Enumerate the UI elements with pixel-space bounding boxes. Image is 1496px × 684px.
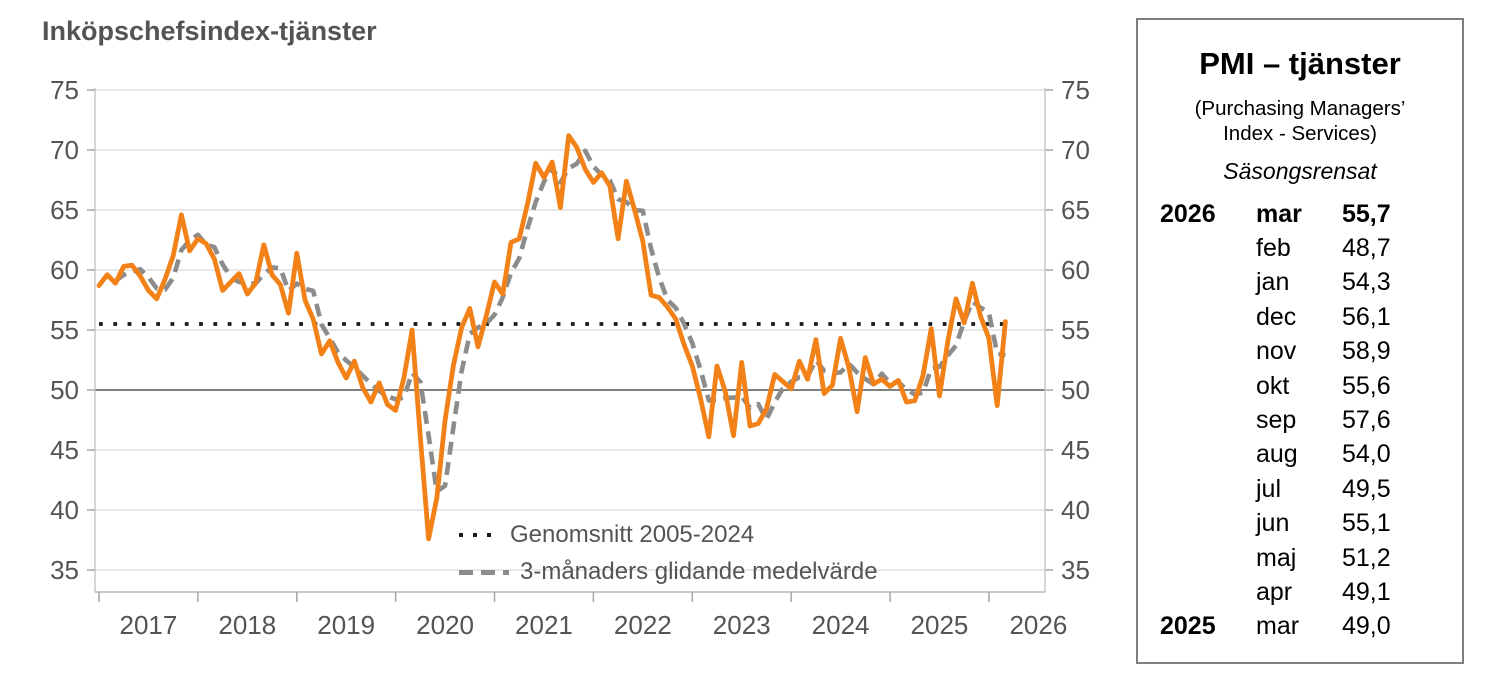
y-axis-tick-label-left: 55 xyxy=(50,315,79,345)
dotted-line-swatch-icon xyxy=(459,533,499,537)
y-axis-tick-label-right: 45 xyxy=(1061,435,1090,465)
cell-month: feb xyxy=(1256,234,1291,263)
cell-value: 54,3 xyxy=(1342,268,1391,297)
cell-value: 58,9 xyxy=(1342,337,1391,366)
panel-title: PMI – tjänster xyxy=(1199,46,1401,81)
y-axis-tick-label-left: 70 xyxy=(50,135,79,165)
y-axis-tick-label-left: 75 xyxy=(50,75,79,105)
cell-month: mar xyxy=(1256,612,1300,641)
panel-subtitle-line1: (Purchasing Managers’ xyxy=(1194,97,1406,120)
x-axis-year-label: 2026 xyxy=(1009,610,1067,640)
x-axis-year-label: 2021 xyxy=(515,610,573,640)
cell-value: 51,2 xyxy=(1342,543,1391,572)
y-axis-tick-label-left: 45 xyxy=(50,435,79,465)
cell-month: mar xyxy=(1256,199,1302,228)
cell-month: nov xyxy=(1256,337,1297,366)
legend-item-moving-average: 3-månaders glidande medelvärde xyxy=(459,558,878,586)
cell-month: jul xyxy=(1256,474,1282,503)
cell-value: 49,5 xyxy=(1342,474,1391,503)
pmi-table-row: maj 51,2 xyxy=(1138,541,1462,575)
pmi-value-table: 2026 mar 55,7 feb 48,7 jan 54,3 dec 56,1 nov 58,9 o… xyxy=(1138,197,1462,644)
cell-value: 48,7 xyxy=(1342,234,1391,263)
cell-month: maj xyxy=(1256,543,1297,572)
chart-title: Inköpschefsindex-tjänster xyxy=(42,16,377,46)
pmi-table-row: jun 55,1 xyxy=(1138,507,1462,541)
legend-item-average: Genomsnitt 2005-2024 xyxy=(459,521,878,549)
pmi-table-row: aug 54,0 xyxy=(1138,438,1462,472)
x-axis-year-label: 2019 xyxy=(317,610,375,640)
panel-season-note: Säsongsrensat xyxy=(1223,158,1377,184)
pmi-line-chart: 35 35 40 40 45 45 50 50 55 55 60 60 65 65 70 70 75 75 2017… xyxy=(50,75,1090,640)
cell-value: 55,7 xyxy=(1342,199,1391,228)
cell-value: 49,0 xyxy=(1342,612,1391,641)
pmi-table-row: 2025 mar 49,0 xyxy=(1138,610,1462,644)
cell-month: apr xyxy=(1256,577,1293,606)
y-axis-tick-label-right: 35 xyxy=(1061,555,1090,585)
y-axis-tick-label-right: 70 xyxy=(1061,135,1090,165)
pmi-table-row: jul 49,5 xyxy=(1138,472,1462,506)
panel-subtitle-line2: Index - Services) xyxy=(1223,122,1377,145)
x-axis-year-label: 2020 xyxy=(416,610,474,640)
pmi-table-row: nov 58,9 xyxy=(1138,335,1462,369)
y-axis-tick-label-left: 65 xyxy=(50,195,79,225)
y-axis-tick-label-left: 60 xyxy=(50,255,79,285)
pmi-table-row: okt 55,6 xyxy=(1138,369,1462,403)
panel-subtitle: (Purchasing Managers’ Index - Services) xyxy=(1138,96,1462,146)
pmi-line xyxy=(96,133,1008,542)
pmi-table-row: sep 57,6 xyxy=(1138,403,1462,437)
legend-label-moving-average: 3-månaders glidande medelvärde xyxy=(520,558,878,585)
y-axis-tick-label-right: 40 xyxy=(1061,495,1090,525)
pmi-table-row: apr 49,1 xyxy=(1138,575,1462,609)
cell-value: 57,6 xyxy=(1342,406,1391,435)
x-axis-year-label: 2018 xyxy=(218,610,276,640)
y-axis-tick-label-right: 65 xyxy=(1061,195,1090,225)
cell-month: jan xyxy=(1256,268,1290,297)
y-axis-tick-label-right: 50 xyxy=(1061,375,1090,405)
cell-value: 55,6 xyxy=(1342,371,1391,400)
cell-year: 2026 xyxy=(1160,199,1216,228)
cell-month: jun xyxy=(1256,509,1290,538)
x-axis-year-label: 2025 xyxy=(911,610,969,640)
moving-average-line xyxy=(114,148,1006,494)
cell-value: 54,0 xyxy=(1342,440,1391,469)
cell-month: okt xyxy=(1256,371,1290,400)
x-axis-year-label: 2024 xyxy=(812,610,870,640)
cell-month: aug xyxy=(1256,440,1298,469)
chart-legend: Genomsnitt 2005-2024 3-månaders glidande… xyxy=(459,521,878,586)
x-axis-year-label: 2022 xyxy=(614,610,672,640)
cell-month: dec xyxy=(1256,302,1297,331)
x-axis-year-label: 2023 xyxy=(713,610,771,640)
cell-value: 56,1 xyxy=(1342,302,1391,331)
cell-month: sep xyxy=(1256,406,1297,435)
cell-value: 55,1 xyxy=(1342,509,1391,538)
y-axis-tick-label-right: 60 xyxy=(1061,255,1090,285)
pmi-table-row: jan 54,3 xyxy=(1138,266,1462,300)
y-axis-tick-label-right: 75 xyxy=(1061,75,1090,105)
cell-year: 2025 xyxy=(1160,612,1216,641)
pmi-table-row: feb 48,7 xyxy=(1138,231,1462,265)
y-axis-tick-label-left: 50 xyxy=(50,375,79,405)
cell-value: 49,1 xyxy=(1342,577,1391,606)
y-axis-tick-label-right: 55 xyxy=(1061,315,1090,345)
y-axis-tick-label-left: 35 xyxy=(50,555,79,585)
pmi-side-panel: PMI – tjänster (Purchasing Managers’ Ind… xyxy=(1136,18,1464,664)
dashed-line-swatch-icon xyxy=(459,569,509,575)
legend-label-average: Genomsnitt 2005-2024 xyxy=(510,521,755,548)
pmi-table-row: 2026 mar 55,7 xyxy=(1138,197,1462,231)
y-axis-tick-label-left: 40 xyxy=(50,495,79,525)
x-axis-year-label: 2017 xyxy=(120,610,178,640)
pmi-table-row: dec 56,1 xyxy=(1138,300,1462,334)
